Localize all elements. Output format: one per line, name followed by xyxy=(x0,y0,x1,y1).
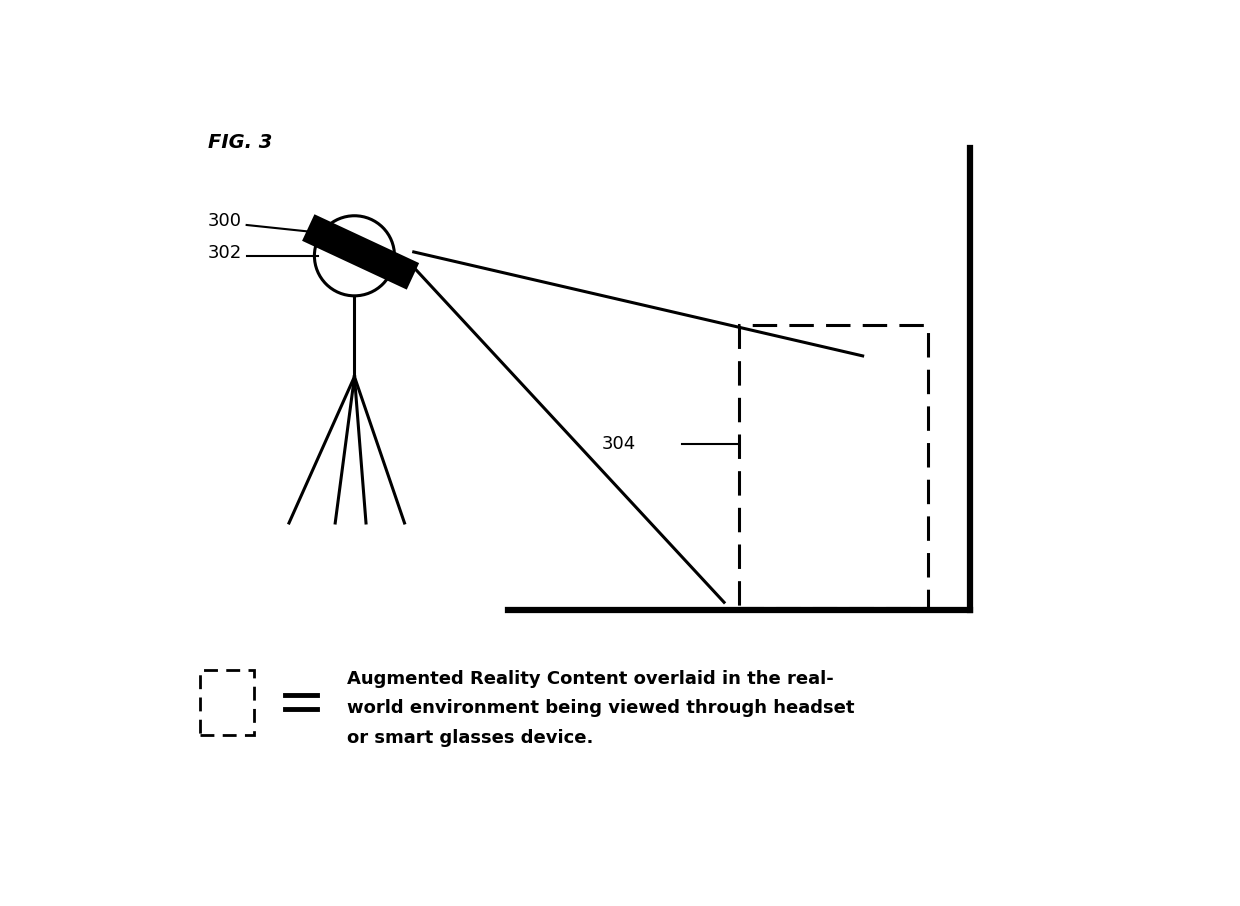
Text: or smart glasses device.: or smart glasses device. xyxy=(347,728,593,747)
Text: 304: 304 xyxy=(601,435,635,453)
Bar xyxy=(739,325,928,609)
Text: 302: 302 xyxy=(208,245,242,263)
Bar xyxy=(201,670,254,735)
Text: 300: 300 xyxy=(208,212,242,230)
FancyBboxPatch shape xyxy=(303,215,419,290)
Text: FIG. 3: FIG. 3 xyxy=(208,132,273,151)
Text: world environment being viewed through headset: world environment being viewed through h… xyxy=(347,699,854,718)
Text: Augmented Reality Content overlaid in the real-: Augmented Reality Content overlaid in th… xyxy=(347,670,833,688)
